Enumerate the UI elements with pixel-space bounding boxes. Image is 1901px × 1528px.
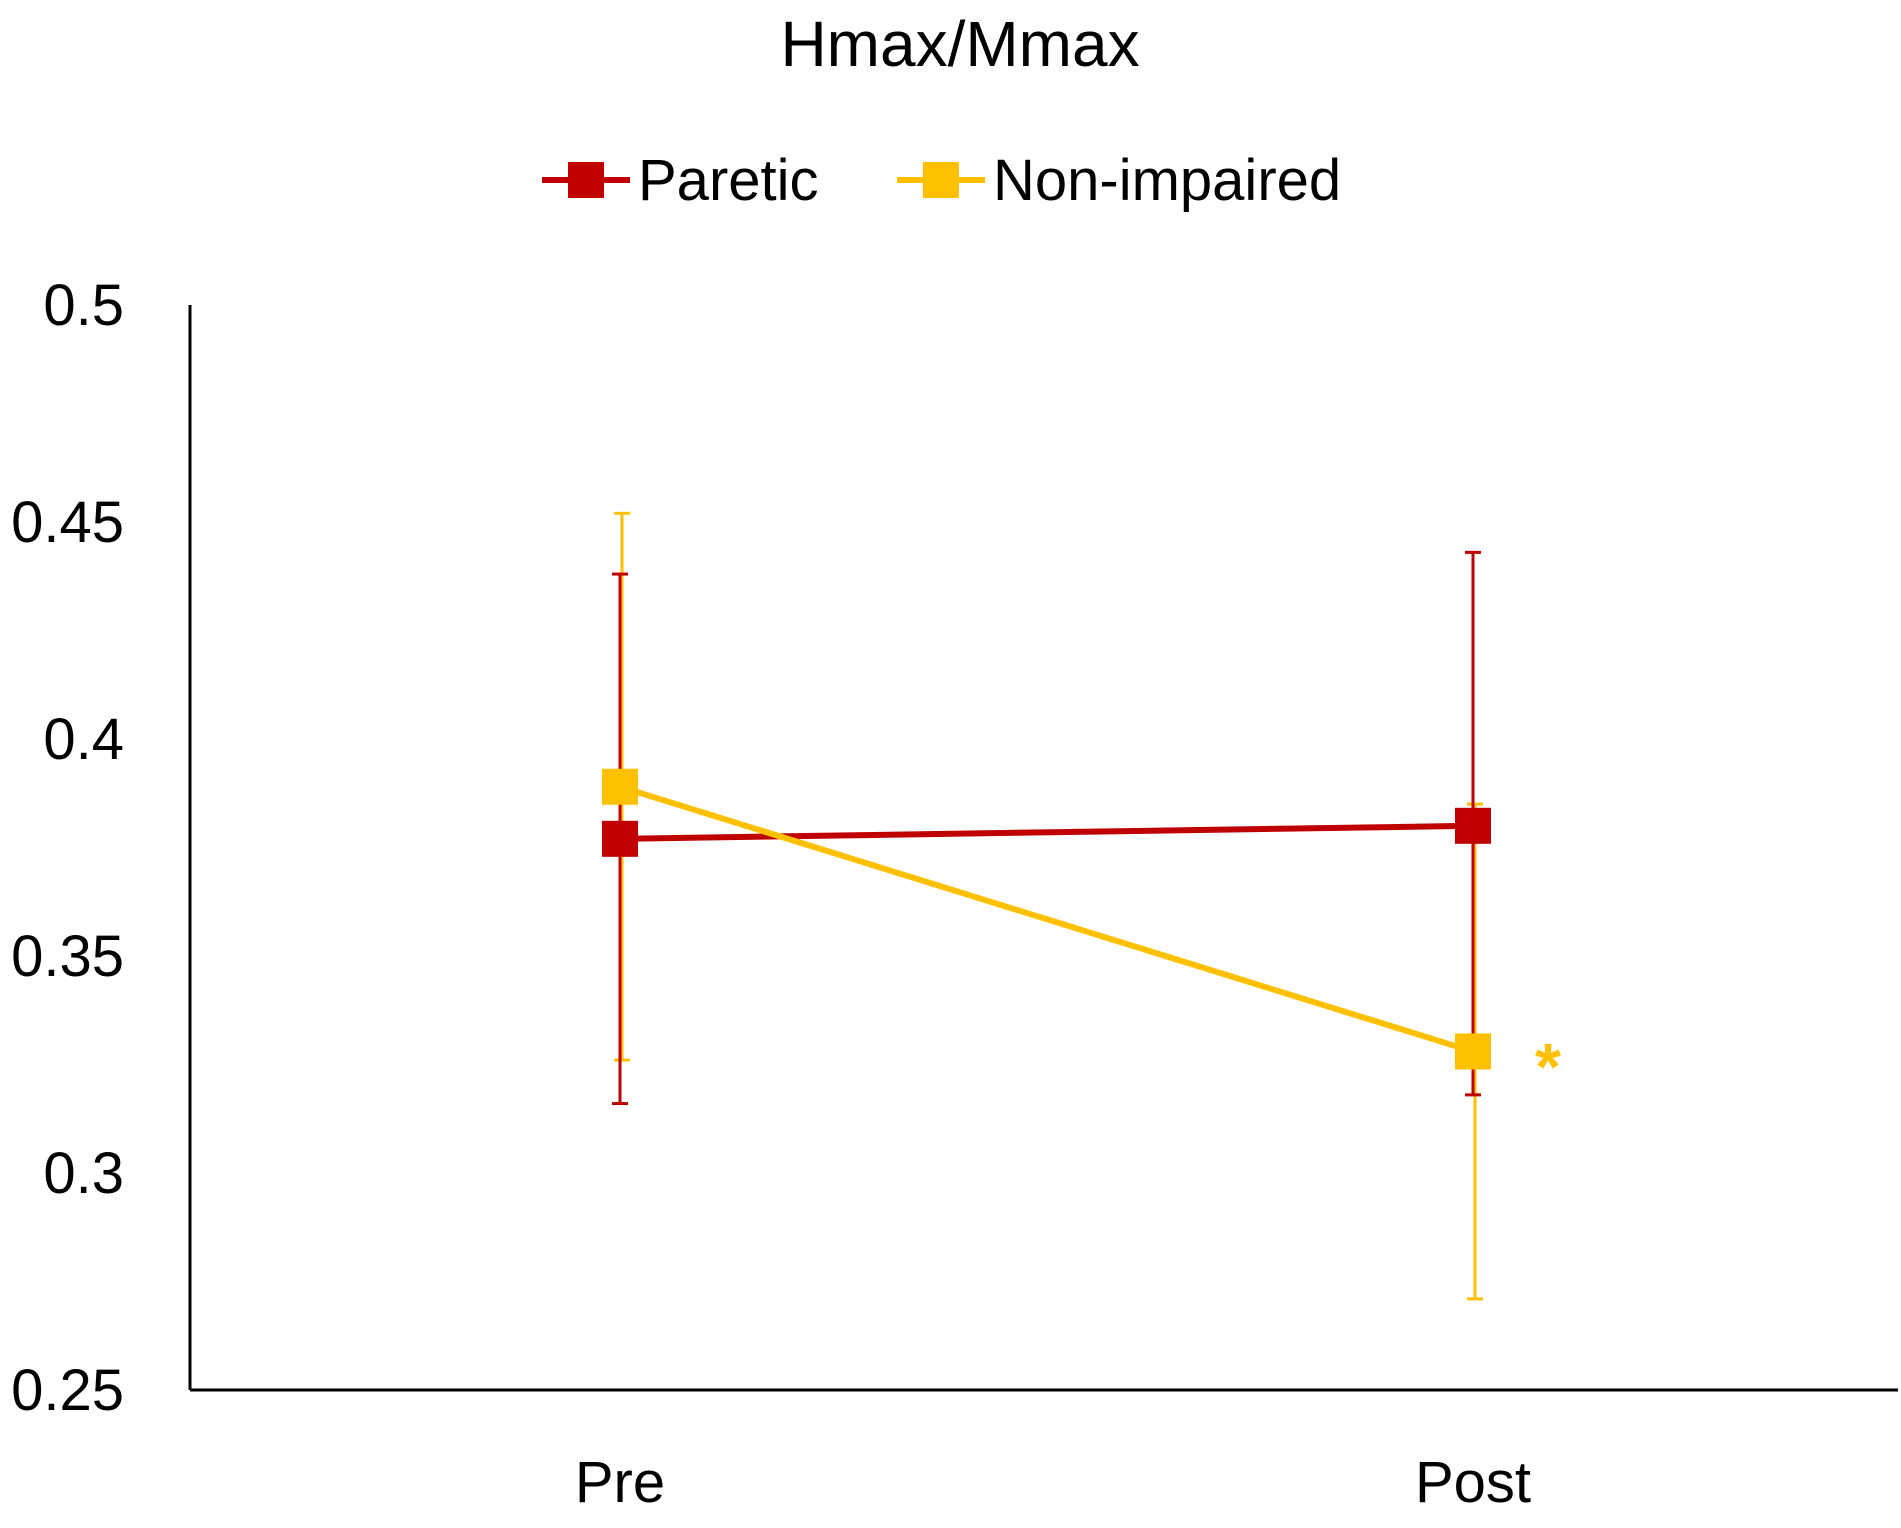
legend: Paretic Non-impaired <box>542 148 1341 213</box>
y-tick-label: 0.45 <box>11 490 124 555</box>
data-point-marker <box>602 768 638 805</box>
series-line <box>619 783 1474 1055</box>
legend-item: Non-impaired <box>897 148 1341 213</box>
legend-marker <box>568 162 604 198</box>
y-tick-label: 0.25 <box>11 1358 124 1423</box>
x-tick-label: Pre <box>575 1450 665 1515</box>
legend-marker <box>923 162 959 198</box>
y-tick-label: 0.3 <box>43 1141 124 1206</box>
series-line <box>619 822 1474 842</box>
x-tick-label: Post <box>1415 1450 1531 1515</box>
axes <box>188 305 1898 1392</box>
legend-label: Paretic <box>638 148 819 213</box>
data-point-marker <box>1455 807 1491 844</box>
data-point-marker <box>1455 1033 1491 1070</box>
y-tick-label: 0.35 <box>11 924 124 989</box>
data-point-marker <box>602 820 638 857</box>
x-axis-ticks: Pre Post <box>575 1450 1531 1515</box>
y-tick-label: 0.4 <box>43 707 124 772</box>
legend-label: Non-impaired <box>993 148 1341 213</box>
legend-item: Paretic <box>542 148 819 213</box>
significance-marker: * <box>1535 1029 1561 1103</box>
chart-title: Hmax/Mmax <box>780 8 1139 80</box>
y-tick-label: 0.5 <box>43 273 124 338</box>
series-layer <box>602 511 1491 1301</box>
y-axis-ticks: 0.5 0.45 0.4 0.35 0.3 0.25 <box>11 273 124 1423</box>
annotations: * <box>1535 1029 1561 1103</box>
